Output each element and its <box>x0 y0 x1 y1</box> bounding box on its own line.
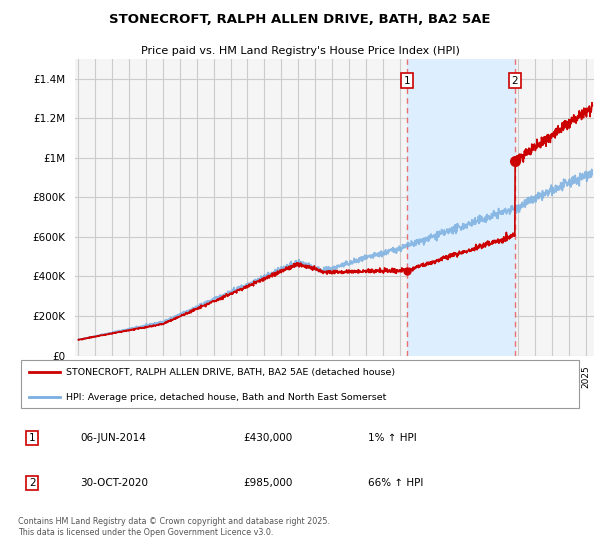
Text: 30-OCT-2020: 30-OCT-2020 <box>80 478 148 488</box>
Text: £430,000: £430,000 <box>244 433 293 443</box>
Text: 2: 2 <box>29 478 35 488</box>
Text: 1% ↑ HPI: 1% ↑ HPI <box>368 433 416 443</box>
Text: HPI: Average price, detached house, Bath and North East Somerset: HPI: Average price, detached house, Bath… <box>66 393 386 402</box>
Text: 2: 2 <box>512 76 518 86</box>
Text: STONECROFT, RALPH ALLEN DRIVE, BATH, BA2 5AE (detached house): STONECROFT, RALPH ALLEN DRIVE, BATH, BA2… <box>66 368 395 377</box>
Bar <box>407 59 515 356</box>
Text: £985,000: £985,000 <box>244 478 293 488</box>
Text: 1: 1 <box>29 433 35 443</box>
Text: STONECROFT, RALPH ALLEN DRIVE, BATH, BA2 5AE: STONECROFT, RALPH ALLEN DRIVE, BATH, BA2… <box>109 13 491 26</box>
Text: Contains HM Land Registry data © Crown copyright and database right 2025.
This d: Contains HM Land Registry data © Crown c… <box>18 517 330 536</box>
Text: 1: 1 <box>404 76 410 86</box>
Text: 06-JUN-2014: 06-JUN-2014 <box>80 433 146 443</box>
Text: Price paid vs. HM Land Registry's House Price Index (HPI): Price paid vs. HM Land Registry's House … <box>140 46 460 56</box>
FancyBboxPatch shape <box>21 361 579 408</box>
Text: 66% ↑ HPI: 66% ↑ HPI <box>368 478 423 488</box>
